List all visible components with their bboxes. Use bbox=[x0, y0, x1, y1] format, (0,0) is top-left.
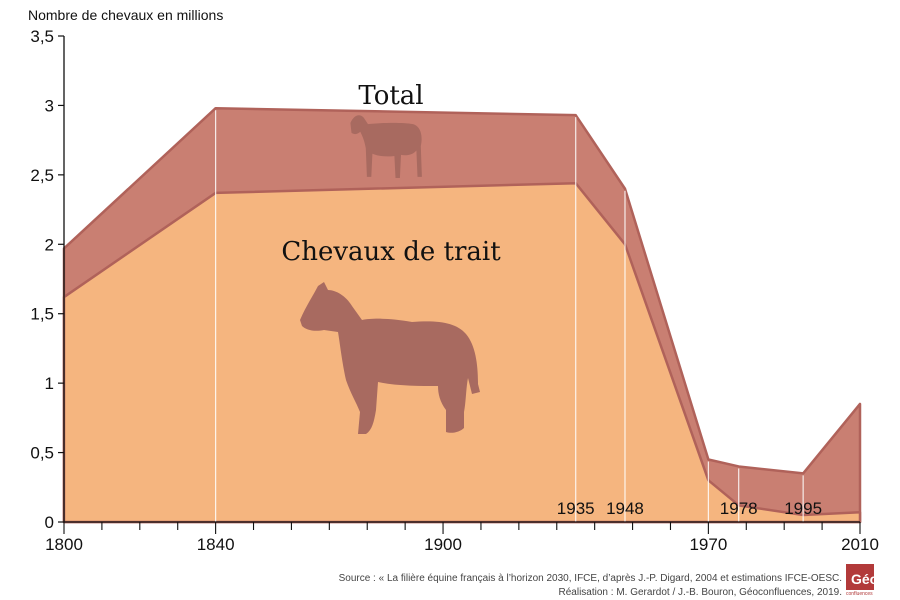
x-tick-label: 1900 bbox=[424, 535, 462, 554]
x-tick-label: 1840 bbox=[197, 535, 235, 554]
axes-layer bbox=[58, 35, 861, 534]
y-tick-label: 1 bbox=[45, 374, 54, 393]
year-annotation: 1978 bbox=[720, 499, 758, 518]
series-label-total: Total bbox=[358, 81, 423, 111]
area-layer bbox=[62, 106, 862, 524]
horse-small-icon bbox=[350, 115, 422, 178]
svg-text:confluences: confluences bbox=[846, 591, 873, 596]
x-tick-label: 1800 bbox=[45, 535, 83, 554]
source-line-2: Réalisation : M. Gerardot / J.-B. Bouron… bbox=[558, 587, 842, 598]
y-tick-label: 1,5 bbox=[30, 305, 54, 324]
year-annotation: 1935 bbox=[557, 499, 595, 518]
y-tick-label: 2 bbox=[45, 235, 54, 254]
y-axis-title: Nombre de chevaux en millions bbox=[28, 7, 223, 23]
y-tick-label: 3,5 bbox=[30, 27, 54, 46]
year-annotation: 1948 bbox=[606, 499, 644, 518]
x-tick-label: 1970 bbox=[689, 535, 727, 554]
svg-text:Géo: Géo bbox=[851, 571, 878, 587]
y-tick-label: 0 bbox=[45, 513, 54, 532]
source-line-1: Source : « La filière équine français à … bbox=[338, 573, 842, 584]
labels-layer: Nombre de chevaux en millions Total Chev… bbox=[28, 7, 879, 554]
year-guide-lines bbox=[215, 110, 804, 522]
draft-horse-icon bbox=[300, 282, 480, 434]
y-tick-label: 0,5 bbox=[30, 444, 54, 463]
series-label-trait: Chevaux de trait bbox=[281, 237, 501, 267]
x-tick-label: 2010 bbox=[841, 535, 879, 554]
geoconfluences-logo: Géo confluences bbox=[846, 564, 878, 596]
year-annotation: 1995 bbox=[784, 499, 822, 518]
y-tick-label: 3 bbox=[45, 96, 54, 115]
icon-layer bbox=[300, 115, 480, 434]
y-tick-label: 2,5 bbox=[30, 166, 54, 185]
